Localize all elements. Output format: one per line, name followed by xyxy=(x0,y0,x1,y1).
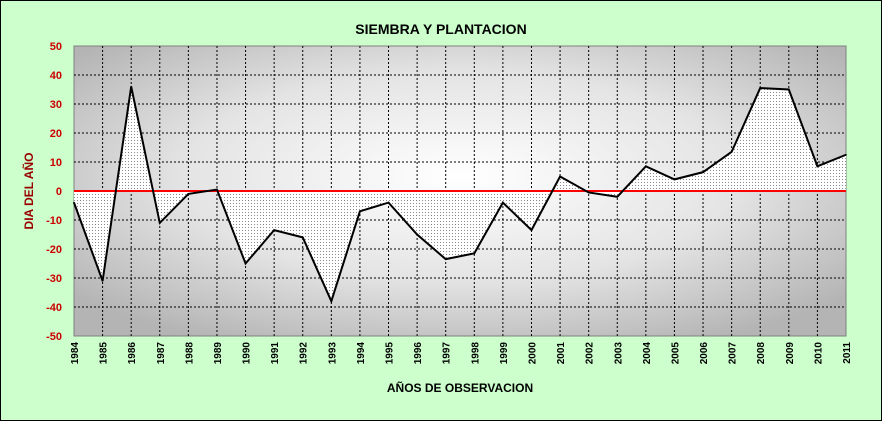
data-point xyxy=(416,233,418,236)
x-tick-label: 1988 xyxy=(184,342,195,365)
x-tick-label: 2008 xyxy=(756,342,767,365)
x-tick-label: 2006 xyxy=(699,342,710,365)
data-point xyxy=(330,300,333,303)
x-tick-label: 2010 xyxy=(813,342,824,365)
x-tick-label: 2009 xyxy=(785,342,796,365)
data-point xyxy=(759,87,762,89)
x-tick-label: 1997 xyxy=(442,342,453,365)
x-tick-label: 1989 xyxy=(213,342,224,365)
y-tick-label: 30 xyxy=(50,99,62,111)
x-tick-label: 1987 xyxy=(156,342,167,365)
data-point xyxy=(616,196,619,198)
data-point xyxy=(187,193,190,195)
y-tick-label: -40 xyxy=(46,302,62,314)
data-point xyxy=(645,165,647,168)
y-tick-label: -30 xyxy=(46,273,62,285)
data-point xyxy=(473,252,476,255)
data-point xyxy=(244,262,247,265)
data-point xyxy=(530,229,533,231)
data-point xyxy=(216,188,218,191)
series-line xyxy=(73,86,847,304)
data-point xyxy=(502,201,504,204)
y-tick-label: 10 xyxy=(50,157,62,169)
series-area xyxy=(74,86,846,302)
x-tick-label: 1986 xyxy=(127,342,138,365)
x-tick-label: 2007 xyxy=(728,342,739,365)
y-tick-label: 0 xyxy=(56,186,62,198)
x-tick-label: 2003 xyxy=(613,342,624,365)
y-axis-label: DIA DEL AÑO xyxy=(21,153,36,230)
data-point xyxy=(559,175,561,178)
x-tick-label: 2011 xyxy=(842,342,853,364)
x-tick-label: 1991 xyxy=(270,342,281,365)
data-point xyxy=(301,236,304,239)
data-point xyxy=(73,201,75,204)
data-point xyxy=(816,165,819,168)
data-point xyxy=(673,178,676,181)
data-point xyxy=(444,258,447,260)
chart-title: SIEMBRA Y PLANTACION xyxy=(355,21,526,37)
y-tick-label: -50 xyxy=(46,331,62,343)
x-tick-labels: 1984 1985 1986 1987 1988 1989 1990 1991 1992 1993… xyxy=(70,342,853,365)
data-point xyxy=(387,201,390,204)
y-tick-label: 40 xyxy=(50,70,62,82)
y-tick-label: -10 xyxy=(46,215,62,227)
x-tick-label: 1994 xyxy=(356,342,367,365)
data-point xyxy=(359,210,361,213)
x-tick-label: 1984 xyxy=(70,342,81,365)
x-tick-label: 1992 xyxy=(299,342,310,365)
y-tick-label: 50 xyxy=(50,41,62,53)
y-tick-label: -20 xyxy=(46,244,62,256)
data-point xyxy=(101,280,104,282)
series-fill xyxy=(74,86,846,302)
data-point xyxy=(158,222,161,224)
series-line-group xyxy=(73,85,847,304)
x-tick-label: 1996 xyxy=(413,342,424,365)
data-point xyxy=(845,153,847,156)
x-tick-label: 1999 xyxy=(499,342,510,365)
x-tick-label: 2005 xyxy=(670,342,681,365)
data-point xyxy=(587,191,590,194)
x-tick-label: 1995 xyxy=(385,342,396,365)
data-point xyxy=(702,171,704,173)
x-tick-label: 2001 xyxy=(556,342,567,365)
y-tick-labels: 50 40 30 20 10 0 -10 -20 -30 -40 -50 xyxy=(46,41,62,343)
x-tick-label: 1990 xyxy=(242,342,253,365)
data-point xyxy=(730,151,733,153)
x-tick-label: 1993 xyxy=(327,342,338,365)
data-point xyxy=(130,85,132,88)
y-tick-label: 20 xyxy=(50,128,62,140)
data-point xyxy=(788,88,790,91)
data-point xyxy=(273,229,275,231)
x-tick-label: 1998 xyxy=(470,342,481,365)
x-tick-label: 2000 xyxy=(527,342,538,365)
x-axis-label: AÑOS DE OBSERVACION xyxy=(387,380,533,395)
x-tick-label: 2004 xyxy=(642,342,653,365)
x-tick-label: 1985 xyxy=(99,342,110,365)
x-tick-label: 2002 xyxy=(585,342,596,365)
